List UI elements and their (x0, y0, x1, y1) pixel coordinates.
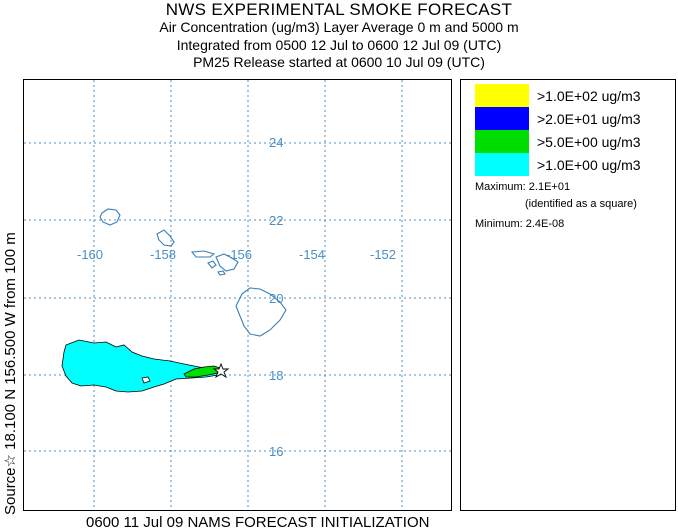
legend-swatch (475, 153, 529, 176)
subtitle-release-start: PM25 Release started at 0600 10 Jul 09 (… (193, 54, 485, 70)
legend-item: >2.0E+01 ug/m3 (475, 107, 675, 130)
legend-label: >1.0E+02 ug/m3 (537, 88, 641, 104)
lat-tick: 24 (269, 135, 283, 150)
island-maui (215, 253, 239, 272)
legend-panel: >1.0E+02 ug/m3 >2.0E+01 ug/m3 >5.0E+00 u… (460, 79, 676, 511)
island-lanai (207, 260, 217, 269)
subtitle-concentration: Air Concentration (ug/m3) Layer Average … (159, 19, 519, 35)
legend-item: >5.0E+00 ug/m3 (475, 130, 675, 153)
legend-label: >1.0E+00 ug/m3 (537, 157, 641, 173)
island-molokai (190, 250, 216, 258)
coastlines (99, 208, 287, 337)
maximum-note: (identified as a square) (525, 198, 637, 210)
plume-gap (141, 376, 151, 384)
forecast-initialization: 0600 11 Jul 09 NAMS FORECAST INITIALIZAT… (86, 514, 430, 531)
map-panel: -160 -158 -156 -154 -152 24 22 20 18 16 (23, 79, 452, 511)
subtitle-integration-period: Integrated from 0500 12 Jul to 0600 12 J… (176, 37, 502, 53)
island-kauai (99, 208, 121, 226)
legend-item: >1.0E+00 ug/m3 (475, 153, 675, 176)
graticule (24, 80, 451, 510)
legend-label: >2.0E+01 ug/m3 (537, 111, 641, 127)
lat-tick: 22 (269, 213, 283, 228)
map-title: NWS EXPERIMENTAL SMOKE FORECAST (165, 0, 513, 19)
lat-tick: 16 (269, 444, 283, 459)
legend-swatch (475, 130, 529, 153)
source-location-label: Source☆ 18.100 N 156.500 W from 100 m (2, 232, 19, 515)
island-hawaii (235, 287, 287, 337)
legend-swatch (475, 84, 529, 107)
lon-tick: -156 (226, 247, 252, 262)
island-oahu (156, 229, 175, 247)
lon-tick: -152 (370, 247, 396, 262)
map-canvas: -160 -158 -156 -154 -152 24 22 20 18 16 (24, 80, 451, 510)
legend-swatch (475, 107, 529, 130)
lon-tick-labels: -160 -158 -156 -154 -152 (77, 247, 396, 262)
island-kahoolawe (217, 270, 226, 276)
legend-item: >1.0E+02 ug/m3 (475, 84, 675, 107)
legend-label: >5.0E+00 ug/m3 (537, 134, 641, 150)
smoke-plume-1e0 (61, 339, 222, 393)
maximum-value: Maximum: 2.1E+01 (475, 181, 571, 193)
star-icon (212, 362, 230, 379)
lon-tick: -158 (150, 247, 176, 262)
lon-tick: -160 (77, 247, 103, 262)
lat-tick: 18 (269, 368, 283, 383)
lon-tick: -154 (299, 247, 325, 262)
lat-tick-labels: 24 22 20 18 16 (269, 135, 283, 459)
minimum-value: Minimum: 2.4E-08 (475, 218, 565, 230)
